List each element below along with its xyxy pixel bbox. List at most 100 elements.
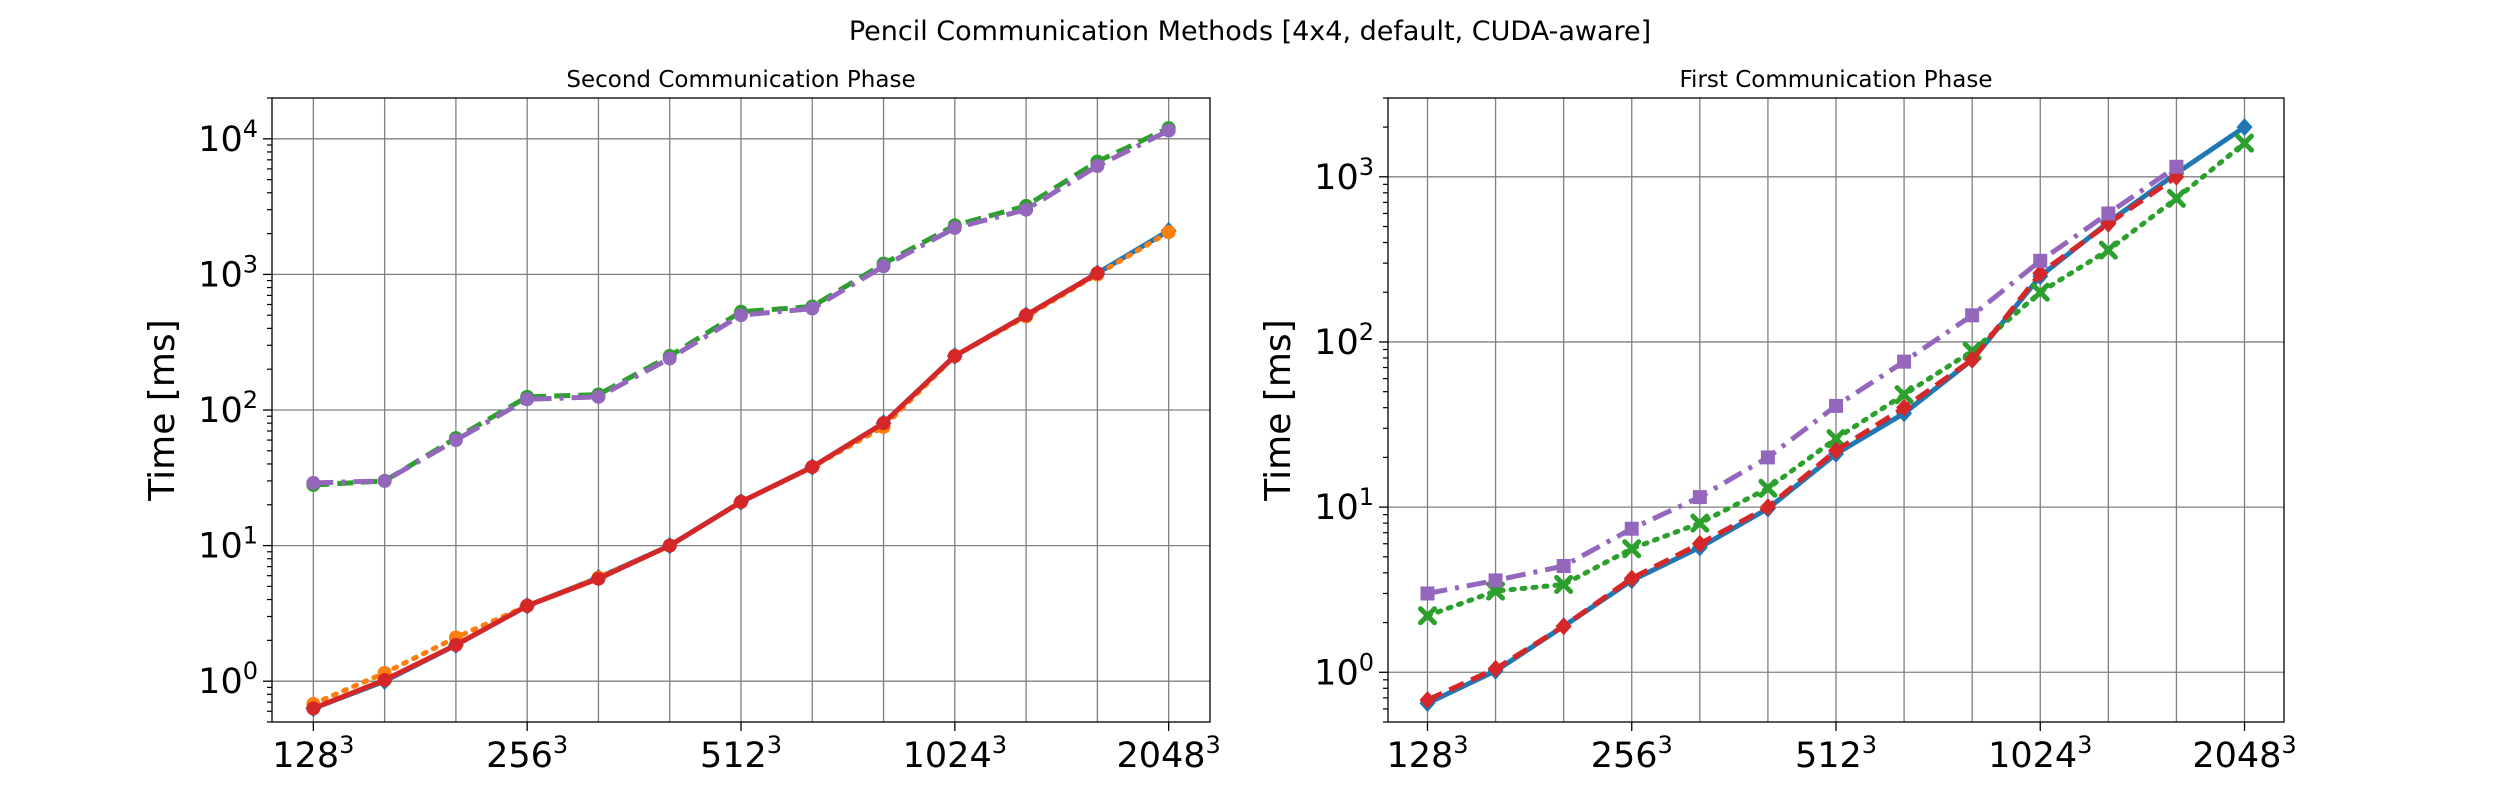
plots: 100 101 102 103 104 1283 2563 5123 10243 20483 Sec… bbox=[142, 67, 2297, 776]
data-point bbox=[947, 349, 962, 364]
data-point bbox=[306, 475, 321, 490]
data-point bbox=[1897, 354, 1912, 369]
data-point bbox=[1965, 308, 1980, 323]
data-point bbox=[734, 494, 748, 509]
data-point bbox=[662, 538, 677, 553]
series-4 bbox=[1420, 159, 2184, 601]
data-point bbox=[591, 571, 606, 586]
data-point bbox=[947, 220, 962, 235]
minor-ticks bbox=[1383, 97, 1388, 723]
y-tick-label: 104 bbox=[198, 115, 258, 160]
data-point bbox=[1760, 450, 1775, 465]
data-point bbox=[2169, 159, 2184, 174]
x-tick-label: 20483 bbox=[1116, 731, 1220, 776]
data-point bbox=[1829, 398, 1843, 413]
data-point bbox=[805, 301, 820, 316]
axes-frame bbox=[271, 97, 1211, 723]
series-line bbox=[1427, 164, 2178, 596]
x-tick-label: 20483 bbox=[2192, 731, 2296, 776]
data-point bbox=[1624, 521, 1639, 536]
grid bbox=[272, 98, 1210, 722]
data-point bbox=[1555, 617, 1572, 636]
data-point bbox=[520, 598, 535, 613]
x-tick-label: 5123 bbox=[700, 731, 782, 776]
data-point bbox=[591, 389, 606, 404]
chart-panel-1: 100 101 102 103 104 1283 2563 5123 10243 20483 Sec… bbox=[142, 67, 1221, 776]
x-tick-label: 10243 bbox=[903, 731, 1007, 776]
data-point bbox=[1019, 308, 1034, 323]
y-axis-label: Time [ms] bbox=[1258, 319, 1299, 501]
data-point bbox=[1690, 513, 1710, 533]
y-tick-label: 101 bbox=[198, 522, 258, 567]
series-4 bbox=[306, 266, 1105, 716]
y-tick-label: 102 bbox=[1314, 318, 1374, 363]
x-tick-label: 5123 bbox=[1795, 731, 1877, 776]
figure-title: Pencil Communication Methods [4x4, defau… bbox=[849, 16, 1651, 47]
data-point bbox=[1828, 441, 1844, 460]
series-line bbox=[312, 271, 1099, 711]
data-point bbox=[1692, 490, 1707, 505]
data-point bbox=[1420, 586, 1435, 601]
y-tick-label: 101 bbox=[1314, 483, 1374, 528]
data-point bbox=[1894, 385, 1914, 405]
data-point bbox=[1487, 659, 1504, 678]
x-tick-label: 2563 bbox=[486, 731, 568, 776]
data-point bbox=[1623, 569, 1640, 588]
data-point bbox=[2098, 240, 2118, 260]
data-point bbox=[1417, 606, 1437, 626]
data-point bbox=[2236, 118, 2253, 137]
x-tick-label: 2563 bbox=[1591, 731, 1673, 776]
data-point bbox=[1826, 429, 1846, 449]
data-point bbox=[1759, 498, 1776, 517]
data-point bbox=[377, 473, 392, 488]
data-point bbox=[2166, 188, 2186, 208]
data-point bbox=[306, 701, 321, 716]
data-point bbox=[520, 392, 535, 407]
data-point bbox=[2235, 133, 2255, 153]
data-point bbox=[876, 259, 891, 274]
y-tick-label: 100 bbox=[198, 657, 258, 702]
chart-title: First Communication Phase bbox=[1680, 67, 1993, 93]
data-point bbox=[876, 416, 891, 431]
axes-frame bbox=[1387, 97, 2285, 723]
data-point bbox=[2033, 253, 2048, 268]
y-tick-label: 100 bbox=[1314, 648, 1374, 693]
series-5 bbox=[306, 123, 1176, 490]
data-point bbox=[377, 673, 392, 688]
x-tick-label: 1283 bbox=[1386, 731, 1468, 776]
data-point bbox=[1090, 266, 1105, 281]
y-tick-label: 103 bbox=[1314, 153, 1374, 198]
series-line bbox=[1426, 174, 2178, 703]
data-point bbox=[1896, 398, 1913, 417]
data-point bbox=[1964, 350, 1981, 369]
data-point bbox=[1090, 159, 1105, 174]
data-point bbox=[734, 308, 748, 323]
data-point bbox=[1161, 123, 1176, 138]
x-tick-label: 1283 bbox=[272, 731, 354, 776]
chart-title: Second Communication Phase bbox=[566, 67, 915, 93]
data-point bbox=[1554, 575, 1574, 595]
data-point bbox=[1488, 573, 1503, 588]
data-point bbox=[1019, 202, 1034, 217]
y-tick-label: 103 bbox=[198, 250, 258, 295]
minor-ticks bbox=[267, 97, 272, 723]
data-point bbox=[1556, 559, 1571, 574]
data-point bbox=[662, 351, 677, 366]
data-point bbox=[448, 637, 463, 652]
y-axis-label: Time [ms] bbox=[142, 319, 183, 501]
x-tick-label: 10243 bbox=[1988, 731, 2092, 776]
data-point bbox=[1622, 539, 1642, 559]
chart-panel-2: 100 101 102 103 1283 2563 5123 10243 20483 First … bbox=[1258, 67, 2297, 776]
data-point bbox=[1419, 690, 1436, 709]
series-3 bbox=[1419, 167, 2185, 709]
data-point bbox=[2032, 264, 2049, 283]
data-point bbox=[2101, 206, 2116, 221]
y-tick-label: 102 bbox=[198, 386, 258, 431]
data-point bbox=[1161, 225, 1176, 240]
data-point bbox=[805, 459, 820, 474]
data-point bbox=[448, 433, 463, 448]
data-point bbox=[2030, 282, 2050, 302]
data-point bbox=[1691, 534, 1708, 553]
